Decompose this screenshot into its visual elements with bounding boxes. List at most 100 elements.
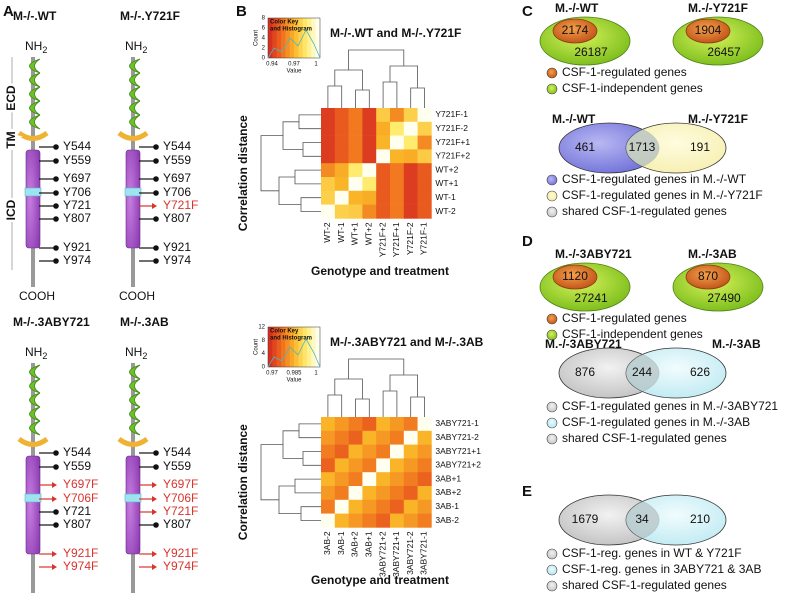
count-tick: 12 bbox=[258, 325, 265, 331]
heat-cell bbox=[348, 513, 363, 528]
venn-count: 626 bbox=[690, 365, 710, 379]
heat-cell bbox=[417, 472, 432, 487]
row-label: 3AB-1 bbox=[435, 501, 459, 511]
site-label: Y721F bbox=[163, 504, 198, 518]
heat-cell bbox=[417, 108, 432, 123]
site-label: Y921F bbox=[163, 546, 198, 560]
venn-count: 191 bbox=[690, 140, 710, 154]
legend-text: CSF-1-regulated genes in M.-/-3AB bbox=[562, 415, 750, 429]
count-tick: 0 bbox=[262, 56, 266, 62]
site-arrow bbox=[152, 482, 157, 488]
site-arrow bbox=[152, 496, 157, 502]
dendrogram-top bbox=[327, 49, 425, 108]
dendrogram-top bbox=[327, 358, 425, 417]
count-tick: 6 bbox=[262, 26, 266, 32]
heat-cell bbox=[376, 177, 391, 192]
heat-cell bbox=[390, 163, 405, 178]
y-axis-label: Correlation distance bbox=[236, 424, 250, 540]
heat-cell bbox=[334, 108, 349, 123]
count-tick: 8 bbox=[262, 16, 266, 22]
heat-cell bbox=[403, 472, 418, 487]
domain-label: ICD bbox=[4, 199, 18, 220]
heat-cell bbox=[321, 458, 336, 473]
legend-swatch bbox=[546, 433, 558, 445]
heat-cell bbox=[390, 190, 405, 205]
site-label: Y706 bbox=[63, 185, 91, 199]
site-dot bbox=[53, 522, 59, 528]
heat-cell bbox=[390, 499, 405, 514]
heat-cell bbox=[348, 135, 363, 150]
pair-title: M.-/-WT bbox=[555, 1, 599, 15]
key-bin bbox=[294, 18, 299, 58]
col-label: Y721F-1 bbox=[419, 222, 429, 255]
heat-cell bbox=[403, 444, 418, 459]
legend-swatch bbox=[546, 190, 558, 202]
legend-text: CSF-1-regulated genes in M.-/-3ABY721 bbox=[562, 399, 778, 413]
site-dot bbox=[53, 464, 59, 470]
row-label: 3ABY721+2 bbox=[435, 460, 481, 470]
heat-cell bbox=[417, 204, 432, 219]
heat-cell bbox=[390, 486, 405, 501]
heat-cell bbox=[362, 417, 377, 432]
heat-cell bbox=[390, 121, 405, 136]
col-label: WT+2 bbox=[364, 222, 374, 245]
subscript: 2 bbox=[42, 45, 47, 55]
heat-cell bbox=[334, 204, 349, 219]
col-label: WT-1 bbox=[336, 222, 346, 243]
heat-cell bbox=[376, 513, 391, 528]
heat-cell bbox=[362, 499, 377, 514]
heat-cell bbox=[348, 486, 363, 501]
legend-text: shared CSF-1-regulated genes bbox=[562, 578, 727, 592]
venn-count: 210 bbox=[690, 512, 710, 526]
c-terminus: COOH bbox=[19, 595, 55, 597]
heat-cell bbox=[403, 499, 418, 514]
heat-cell bbox=[376, 190, 391, 205]
heat-cell bbox=[362, 458, 377, 473]
c-terminus: COOH bbox=[119, 595, 155, 597]
heat-cell bbox=[348, 430, 363, 445]
col-label: WT-2 bbox=[322, 222, 332, 243]
legend-text: CSF-1-regulated genes in M.-/-WT bbox=[562, 172, 747, 186]
legend-text: CSF-1-independent genes bbox=[562, 327, 703, 341]
row-label: Y721F+1 bbox=[435, 137, 470, 147]
key-bin bbox=[315, 18, 321, 58]
heat-cell bbox=[348, 108, 363, 123]
heat-cell bbox=[376, 472, 391, 487]
heat-cell bbox=[334, 163, 349, 178]
col-label: 3ABY721-2 bbox=[405, 531, 415, 575]
key-title: and Histogram bbox=[270, 27, 312, 33]
site-dot bbox=[153, 216, 159, 222]
outer-count: 27490 bbox=[707, 291, 741, 305]
heat-cell bbox=[376, 486, 391, 501]
venn-overlap bbox=[625, 129, 660, 167]
heat-cell bbox=[321, 149, 336, 164]
key-bin bbox=[302, 327, 308, 367]
panel-letter: A bbox=[3, 3, 14, 20]
count-label: Count bbox=[254, 30, 260, 46]
heat-cell bbox=[334, 513, 349, 528]
count-tick: 8 bbox=[262, 338, 266, 344]
domain-label: TM bbox=[4, 131, 18, 148]
heat-cell bbox=[348, 190, 363, 205]
row-label: WT-1 bbox=[435, 192, 456, 202]
venn-overlap bbox=[625, 501, 660, 539]
heat-cell bbox=[362, 163, 377, 178]
key-title: Color Key bbox=[270, 329, 299, 335]
site-label: Y807 bbox=[163, 211, 191, 225]
heat-cell bbox=[321, 135, 336, 150]
key-bin bbox=[311, 327, 317, 367]
row-label: WT-2 bbox=[435, 206, 456, 216]
legend-swatch bbox=[546, 401, 558, 413]
site-dot bbox=[153, 522, 159, 528]
heat-cell bbox=[362, 190, 377, 205]
site-label: Y721F bbox=[163, 198, 198, 212]
count-tick: 0 bbox=[262, 365, 266, 371]
site-label: Y807 bbox=[63, 517, 91, 531]
legend-text: CSF-1-regulated genes bbox=[562, 65, 687, 79]
construct-title: M-/-.Y721F bbox=[120, 9, 180, 23]
count-label: Count bbox=[254, 339, 260, 355]
site-dot bbox=[153, 176, 159, 182]
row-label: 3ABY721-1 bbox=[435, 418, 479, 428]
heat-cell bbox=[321, 499, 336, 514]
heat-cell bbox=[376, 430, 391, 445]
